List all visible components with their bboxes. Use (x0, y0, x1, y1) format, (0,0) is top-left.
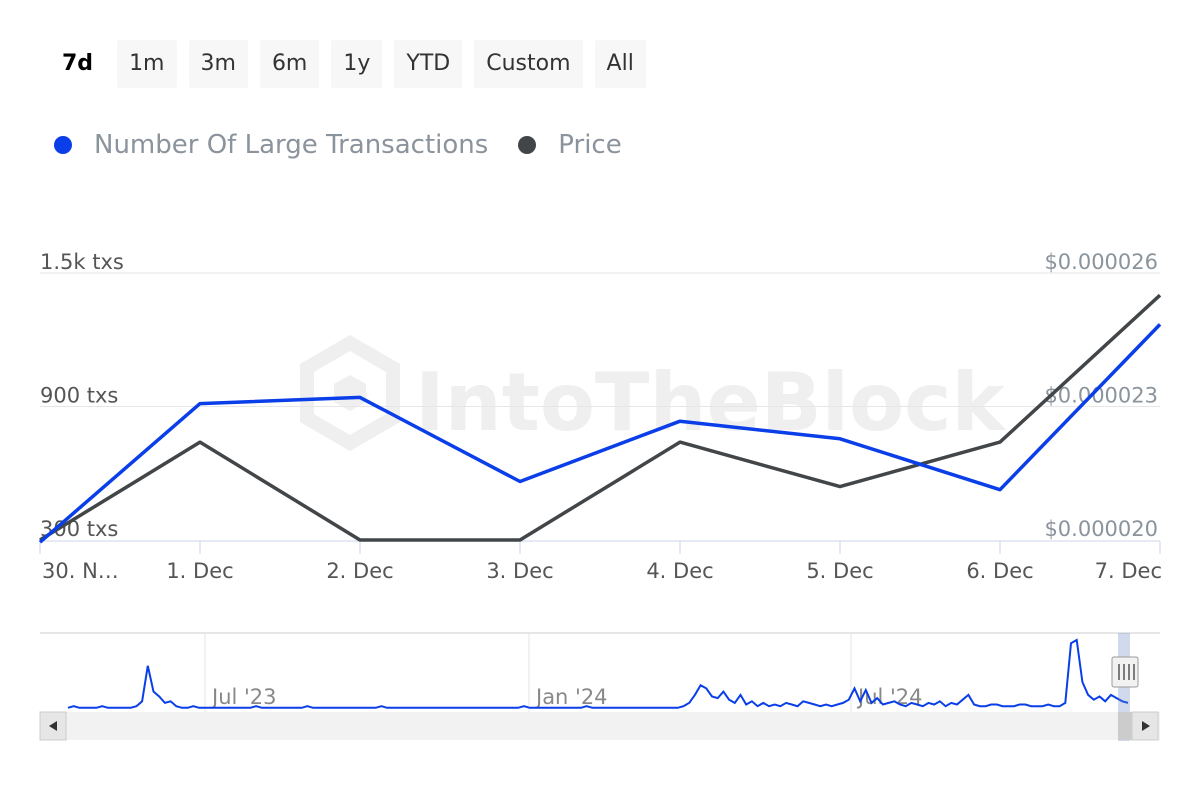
watermark: IntoTheBlock (300, 334, 1006, 452)
range-selector: 7d 1m 3m 6m 1y YTD Custom All (50, 40, 646, 88)
y-left-tick-label: 300 txs (40, 517, 118, 541)
intotheblock-logo-icon (300, 334, 400, 452)
x-tick-label: 1. Dec (166, 559, 233, 583)
series-line-price (39, 293, 1162, 542)
x-tick-label: 30. N… (42, 559, 119, 583)
x-tick-label: 5. Dec (806, 559, 873, 583)
legend-label-large-transactions: Number Of Large Transactions (94, 130, 489, 160)
range-button-7d[interactable]: 7d (50, 40, 106, 88)
chart-legend: Number Of Large Transactions Price (54, 130, 622, 160)
legend-dot-icon (54, 136, 72, 154)
range-button-3m[interactable]: 3m (188, 40, 248, 88)
navigator-label: Jan '24 (534, 685, 608, 709)
legend-dot-icon (518, 136, 537, 154)
navigator-series-line (67, 638, 1129, 709)
scroll-right-button[interactable] (1131, 711, 1159, 741)
x-tick-label: 7. Dec (1095, 559, 1162, 583)
x-tick-label: 6. Dec (966, 559, 1033, 583)
chevron-left-icon (49, 721, 57, 731)
range-button-all[interactable]: All (594, 40, 646, 88)
y-left-tick-label: 900 txs (40, 384, 118, 408)
navigator-handle[interactable] (1111, 656, 1139, 688)
x-tick-label: 4. Dec (646, 559, 713, 583)
y-left-tick-label: 1.5k txs (40, 250, 124, 274)
scrollbar-thumb[interactable] (1118, 712, 1132, 740)
legend-item-large-transactions[interactable]: Number Of Large Transactions (54, 130, 488, 160)
range-button-1y[interactable]: 1y (331, 40, 383, 88)
range-button-6m[interactable]: 6m (259, 40, 320, 88)
range-button-1m[interactable]: 1m (117, 40, 177, 88)
scroll-left-button[interactable] (39, 711, 67, 741)
scrollbar-track[interactable] (40, 712, 1160, 740)
x-tick-label: 2. Dec (326, 559, 393, 583)
navigator: Jul '23 Jan '24 Jul '24 (39, 632, 1160, 741)
navigator-label: Jul '23 (210, 685, 277, 709)
series-line-large-transactions (38, 323, 1162, 544)
legend-item-price[interactable]: Price (518, 130, 622, 160)
navigator-label: Jul '24 (856, 685, 923, 709)
chevron-right-icon (1142, 721, 1150, 731)
range-button-custom[interactable]: Custom (474, 40, 583, 88)
legend-label-price: Price (558, 130, 622, 160)
watermark-text: IntoTheBlock (415, 356, 1006, 449)
x-tick-label: 3. Dec (486, 559, 553, 583)
range-button-ytd[interactable]: YTD (394, 40, 463, 88)
y-right-tick-label: $0.000020 (1044, 517, 1158, 541)
y-right-tick-label: $0.000026 (1044, 250, 1158, 274)
